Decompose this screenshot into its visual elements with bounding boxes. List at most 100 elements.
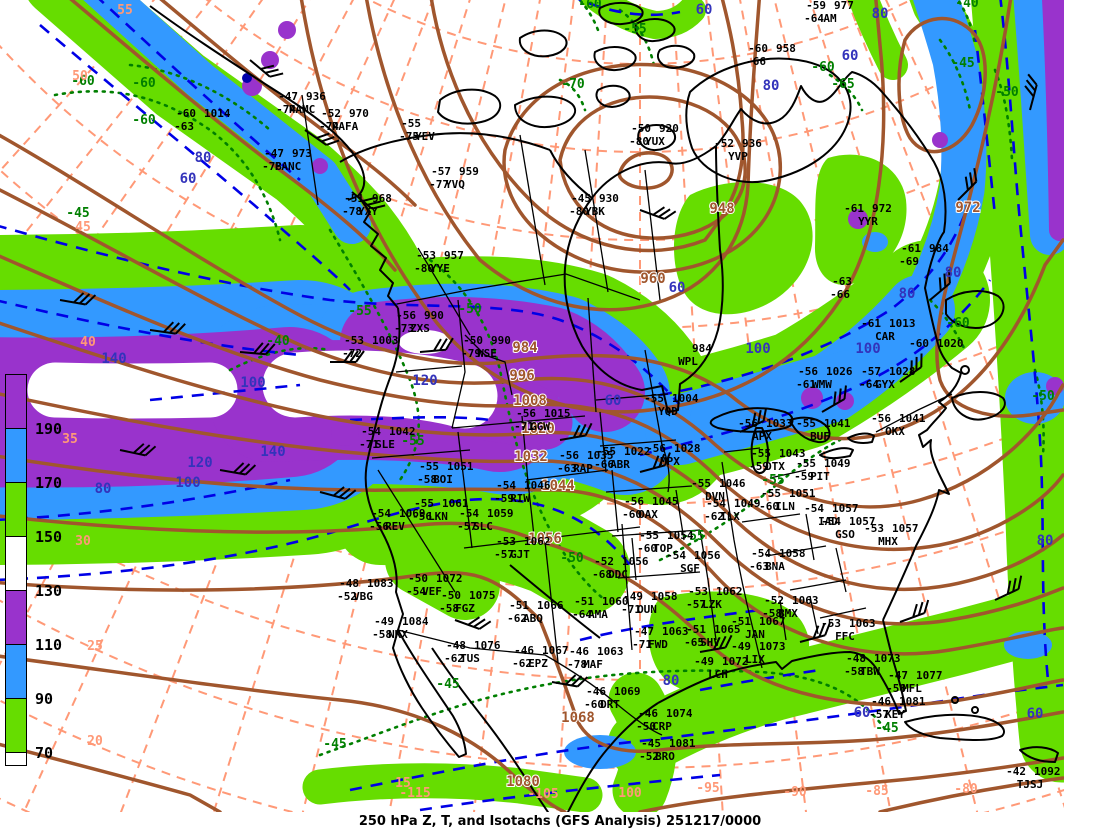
wind-barb xyxy=(119,443,157,457)
station-id: KEY xyxy=(885,708,905,721)
station-id: ILN xyxy=(775,500,795,513)
isotherm-label: -50 xyxy=(560,551,584,566)
station-temp2: -71 xyxy=(632,638,652,651)
isotach-label: 140 xyxy=(101,351,126,367)
isotherm-label: -60 xyxy=(71,74,95,89)
station-temp2: -59 xyxy=(794,470,814,483)
isotherm-label: -45 xyxy=(436,677,459,692)
station-temp2: -50 xyxy=(636,720,656,733)
isotherm-labels: -40-40-45-45-45-45-45-50-50-50-50-55-55-… xyxy=(66,0,1055,752)
latitude-label: 40 xyxy=(80,335,96,350)
station-temp2: -75 xyxy=(399,130,419,143)
isotach-shading xyxy=(0,0,1064,812)
wind-barb xyxy=(699,634,733,653)
station-height: 984 xyxy=(929,242,949,255)
wind-barb xyxy=(219,462,257,476)
station-temp2: -78 xyxy=(262,160,282,173)
wind-barb xyxy=(239,342,276,356)
station-temp: -55 xyxy=(796,417,816,430)
isotherm-label: -65 xyxy=(831,77,854,92)
station-height: 1069 xyxy=(399,507,426,520)
station-id: DVN xyxy=(705,490,725,503)
height-contour-labels: 948 960 972 984 996 1008 1020 1032 1044 1056 1068 1… xyxy=(505,199,982,791)
station-temp: -49 xyxy=(623,590,643,603)
station-temp: -55 xyxy=(596,445,616,458)
station-temp2: -56 xyxy=(412,510,432,523)
station-temp2: -80 xyxy=(414,262,434,275)
station-id: PAMC xyxy=(289,103,316,116)
isotherm-label: -60 xyxy=(946,316,970,331)
station-height: 1092 xyxy=(1034,765,1061,778)
station-temp: -51 xyxy=(344,192,364,205)
station-height: 1072 xyxy=(722,655,749,668)
station-id: YVP xyxy=(728,150,748,163)
station-height: 1066 xyxy=(537,599,564,612)
station-height: 1046 xyxy=(719,477,746,490)
station-temp: -54 xyxy=(804,502,824,515)
isotherm-label: -60 xyxy=(578,0,602,12)
station-height: 1035 xyxy=(587,449,614,462)
station-temp2: -60 xyxy=(637,542,657,555)
station-temp2: -73 xyxy=(394,322,414,335)
station-id: SLC xyxy=(473,520,493,533)
station-temp: -54 xyxy=(706,497,726,510)
station-temp: -53 xyxy=(416,249,436,262)
station-temp: -57 xyxy=(431,165,451,178)
isotach-label: 100 xyxy=(855,341,880,357)
wind-barb xyxy=(419,337,454,353)
station-temp: -55 xyxy=(419,460,439,473)
station-temp: -51 xyxy=(731,615,751,628)
height-label: 1020 xyxy=(521,421,555,437)
station-temp: -47 xyxy=(278,90,298,103)
station-id: IAD xyxy=(818,515,838,528)
station-id: APX xyxy=(752,430,772,443)
station-id: GGW xyxy=(530,420,550,433)
station-id: TUS xyxy=(460,652,480,665)
isotach-label: 60 xyxy=(669,280,686,296)
station-height: 1081 xyxy=(899,695,926,708)
longitude-label: -90 xyxy=(783,785,807,800)
station-temp: -54 xyxy=(371,507,391,520)
station-id: PANC xyxy=(275,160,302,173)
station-height: 1014 xyxy=(204,107,231,120)
station-temp: -49 xyxy=(374,615,394,628)
station-height: 1063 xyxy=(849,617,876,630)
station-temp: -56 xyxy=(871,412,891,425)
station-temp2: -60 xyxy=(759,500,779,513)
longitude-label: -115 xyxy=(399,786,430,801)
station-height: 1051 xyxy=(789,487,816,500)
station-id: LZK xyxy=(702,598,722,611)
isotherm-label: -45 xyxy=(66,206,89,221)
station-height: 1060 xyxy=(602,595,629,608)
isotherm-label: -55 xyxy=(348,304,371,319)
isotach-labels: 140 140 120 120 100 100 100 100 80 80 80 80 80 80 80 80… xyxy=(95,2,1054,722)
station-temp: -54 xyxy=(666,549,686,562)
station-height: 1062 xyxy=(524,535,551,548)
station-height: 1084 xyxy=(402,615,429,628)
station-height: 1063 xyxy=(597,645,624,658)
station-height: 970 xyxy=(349,107,369,120)
station-height: 1046 xyxy=(524,479,551,492)
station-id: VBG xyxy=(353,590,373,603)
station-id: OAX xyxy=(638,508,658,521)
station-temp: -55 xyxy=(761,487,781,500)
isotach-label: 80 xyxy=(1037,533,1054,549)
station-height: 1051 xyxy=(447,460,474,473)
station-id: WPL xyxy=(678,355,698,368)
station-plot-obs: -60 1020 xyxy=(909,337,963,350)
isotherm-label: -60 xyxy=(811,60,835,75)
